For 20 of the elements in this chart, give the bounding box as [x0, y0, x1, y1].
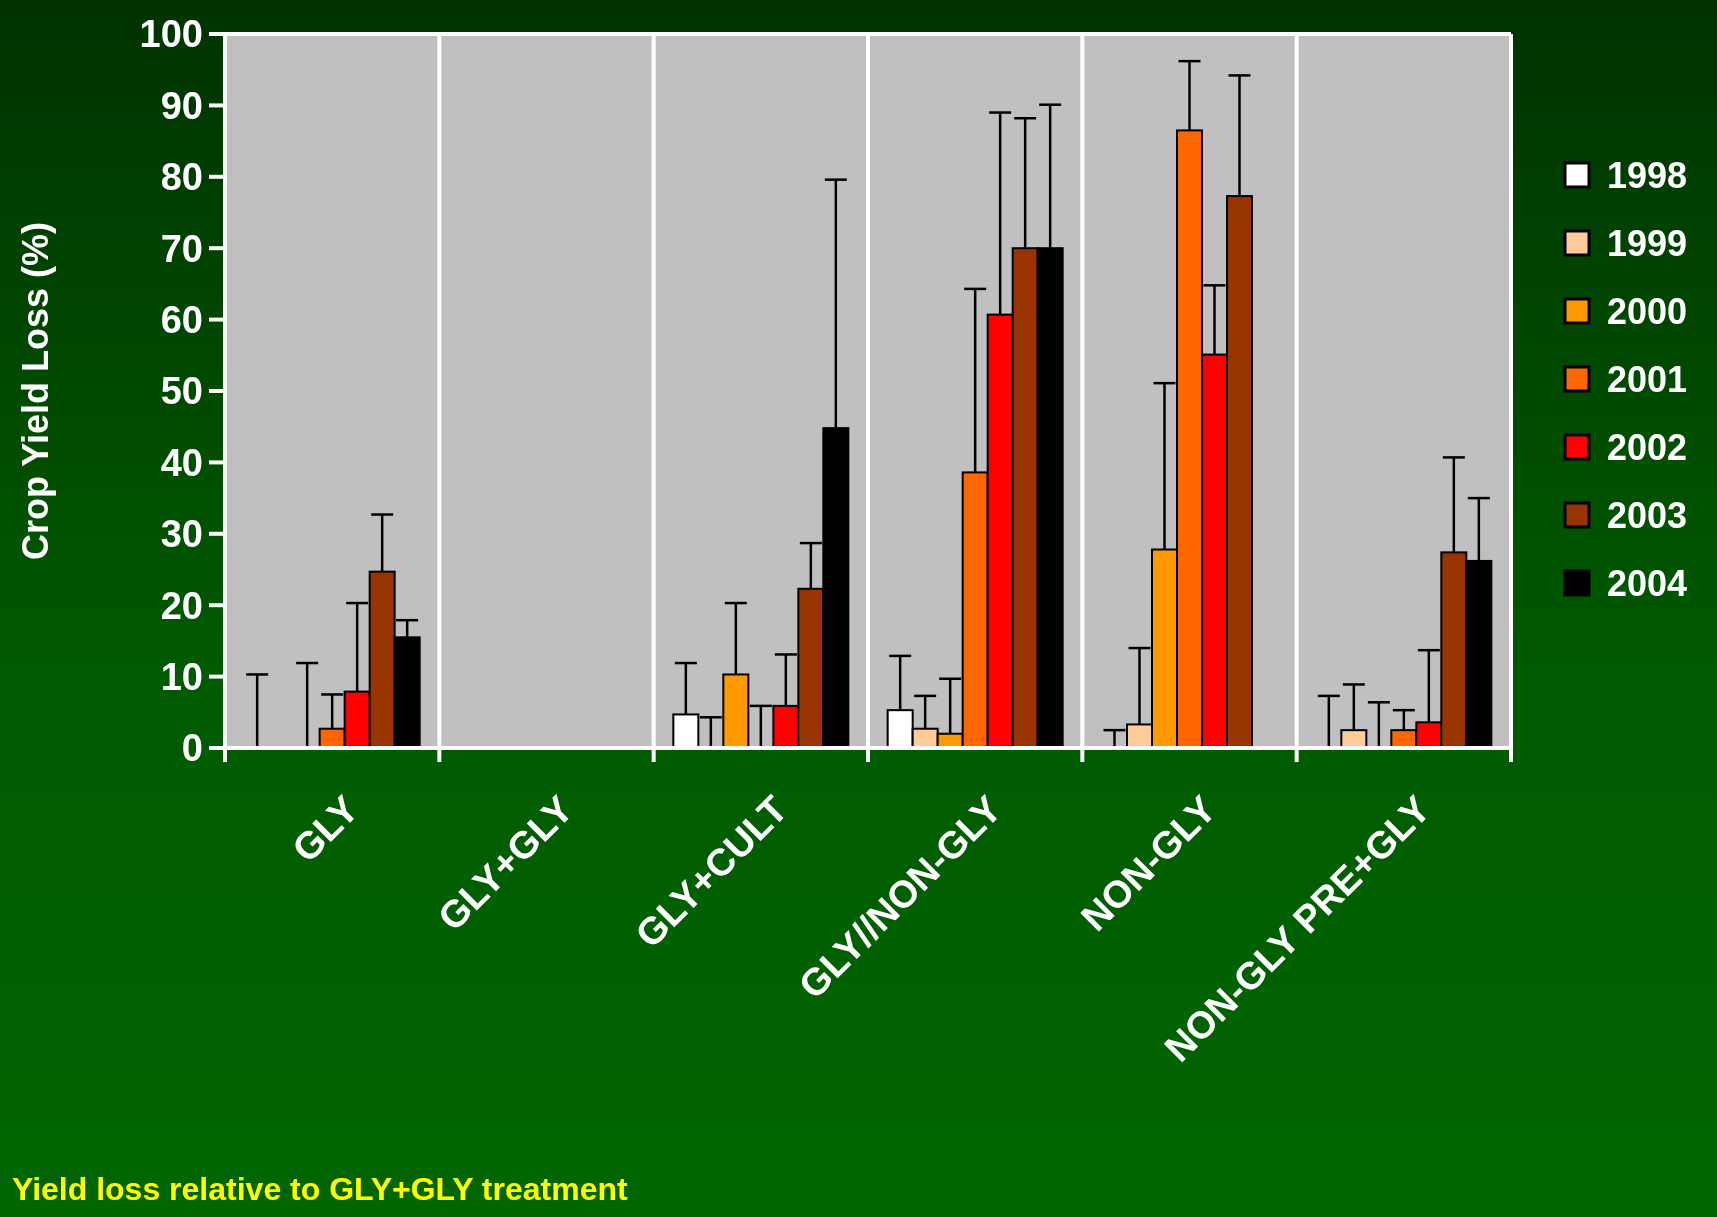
legend-label: 2000: [1607, 290, 1688, 332]
y-tick-label: 20: [160, 584, 203, 627]
y-tick-label: 10: [160, 655, 203, 698]
y-tick-label: 60: [160, 298, 203, 341]
y-tick-label: 70: [160, 227, 203, 270]
y-tick-label: 90: [160, 84, 203, 127]
y-tick-label: 100: [139, 13, 203, 56]
y-tick-label: 80: [160, 156, 203, 199]
legend-label: 1999: [1607, 222, 1688, 264]
y-tick-label: 40: [160, 441, 203, 484]
y-tick-label: 30: [160, 513, 203, 556]
y-axis-title: Crop Yield Loss (%): [15, 221, 56, 561]
legend-label: 2001: [1607, 358, 1688, 400]
y-tick-label: 50: [160, 370, 203, 413]
legend-label: 2002: [1607, 426, 1688, 468]
legend-label: 2003: [1607, 494, 1688, 536]
legend-label: 1998: [1607, 154, 1688, 196]
y-tick-label: 0: [181, 727, 203, 770]
legend-label: 2004: [1607, 562, 1688, 604]
text: Yield loss relative to GLY+GLY treatment: [12, 1171, 628, 1207]
